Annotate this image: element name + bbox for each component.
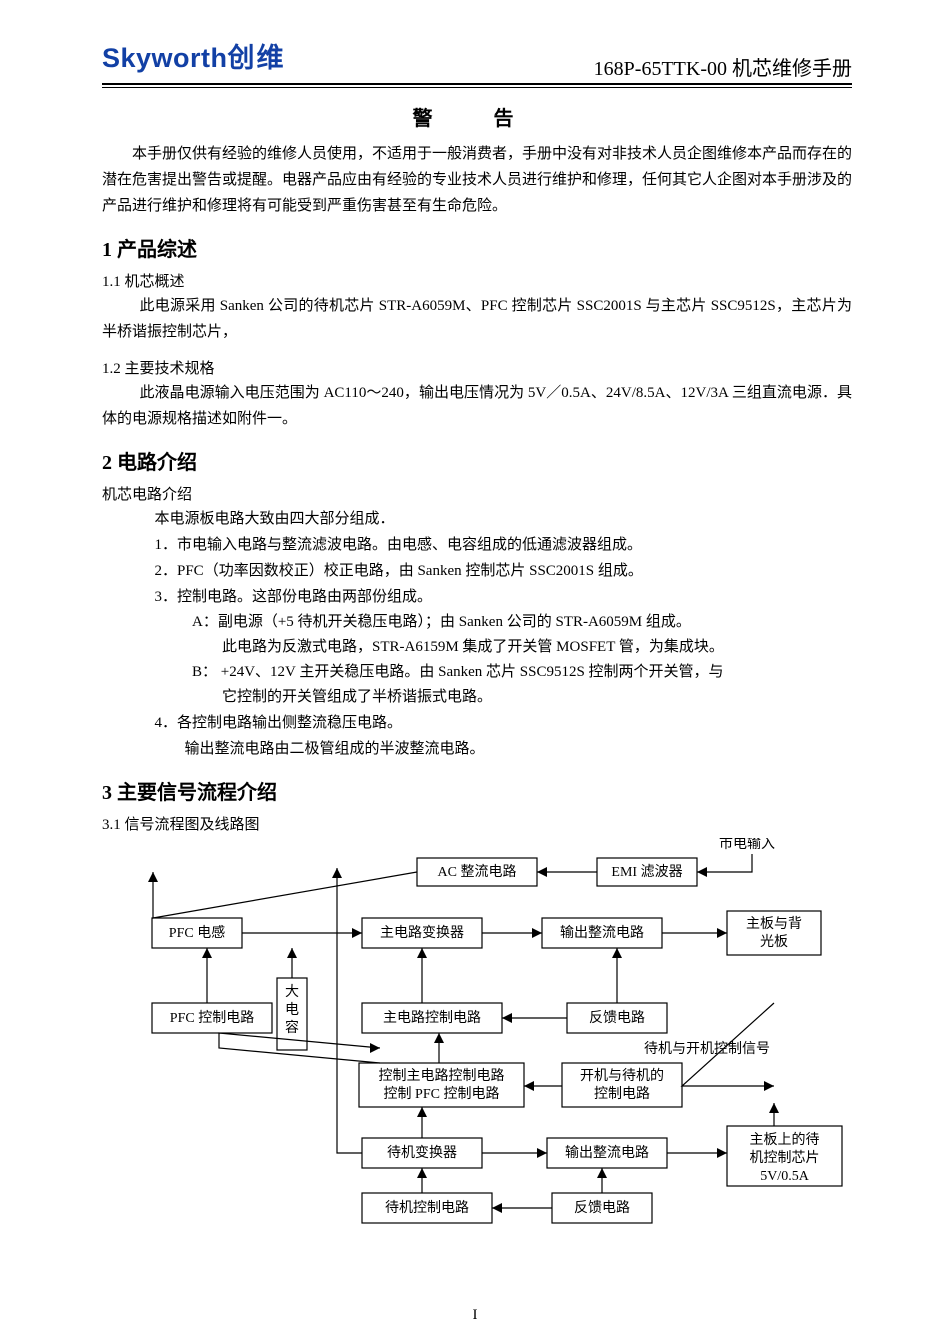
s2-item-1: 1．市电输入电路与整流滤波电路。由电感、电容组成的低通滤波器组成。 (102, 532, 852, 558)
svg-text:容: 容 (285, 1019, 299, 1036)
svg-text:输出整流电路: 输出整流电路 (565, 1145, 649, 1161)
svg-text:待机控制电路: 待机控制电路 (385, 1200, 469, 1216)
brand-logo: Skyworth创维 (102, 36, 286, 75)
logo-zh: 创维 (228, 43, 286, 73)
section-1-2-p: 此液晶电源输入电压范围为 AC110～240，输出电压情况为 5V／0.5A、2… (102, 380, 852, 432)
svg-text:PFC 电感: PFC 电感 (169, 924, 225, 941)
svg-text:主板上的待: 主板上的待 (750, 1132, 820, 1148)
section-2-sub: 机芯电路介绍 (102, 483, 852, 504)
s2-item-4b: 输出整流电路由二极管组成的半波整流电路。 (102, 736, 852, 762)
header-rule-2 (102, 87, 852, 88)
svg-text:光板: 光板 (760, 934, 788, 950)
s2-3b-2: 它控制的开关管组成了半桥谐振式电路。 (102, 685, 852, 710)
logo-en: Skyworth (102, 43, 228, 73)
section-1-1-p: 此电源采用 Sanken 公司的待机芯片 STR-A6059M、PFC 控制芯片… (102, 293, 852, 345)
warning-text: 本手册仅供有经验的维修人员使用，不适用于一般消费者，手册中没有对非技术人员企图维… (102, 141, 852, 219)
s2-item-4: 4．各控制电路输出侧整流稳压电路。 (102, 710, 852, 736)
svg-text:主电路控制电路: 主电路控制电路 (383, 1010, 481, 1026)
section-2-intro: 本电源板电路大致由四大部分组成． (102, 506, 852, 532)
section-1-1-h: 1.1 机芯概述 (102, 270, 852, 291)
section-1-title: 1 产品综述 (102, 233, 852, 262)
svg-text:EMI 滤波器: EMI 滤波器 (611, 864, 682, 880)
svg-text:开机与待机的: 开机与待机的 (580, 1068, 664, 1084)
header-rule-1 (102, 83, 852, 85)
svg-text:反馈电路: 反馈电路 (574, 1200, 630, 1216)
svg-text:输出整流电路: 输出整流电路 (560, 925, 644, 941)
svg-text:反馈电路: 反馈电路 (589, 1010, 645, 1026)
warning-heading: 警 告 (102, 102, 852, 131)
svg-text:市电输入: 市电输入 (719, 838, 775, 852)
s2-item-2: 2．PFC（功率因数校正）校正电路，由 Sanken 控制芯片 SSC2001S… (102, 558, 852, 584)
s2-3a-1: A：副电源（+5 待机开关稳压电路）；由 Sanken 公司的 STR-A605… (102, 610, 852, 635)
page-number: I (0, 1307, 950, 1324)
svg-text:5V/0.5A: 5V/0.5A (760, 1169, 810, 1184)
s2-3b-1: B： +24V、12V 主开关稳压电路。由 Sanken 芯片 SSC9512S… (102, 660, 852, 685)
svg-text:控制 PFC 控制电路: 控制 PFC 控制电路 (384, 1086, 500, 1102)
svg-text:待机与开机控制信号: 待机与开机控制信号 (644, 1041, 770, 1057)
svg-text:控制主电路控制电路: 控制主电路控制电路 (379, 1068, 505, 1084)
section-2-title: 2 电路介绍 (102, 446, 852, 475)
svg-text:待机变换器: 待机变换器 (387, 1144, 457, 1161)
s2-item-3: 3．控制电路。这部份电路由两部份组成。 (102, 584, 852, 610)
signal-flow-diagram: AC 整流电路EMI 滤波器市电输入PFC 电感主电路变换器输出整流电路主板与背… (97, 838, 857, 1233)
section-3-title: 3 主要信号流程介绍 (102, 776, 852, 805)
svg-text:主板与背: 主板与背 (746, 916, 802, 932)
section-1-2-h: 1.2 主要技术规格 (102, 357, 852, 378)
svg-text:电: 电 (285, 1002, 299, 1018)
section-3-1-h: 3.1 信号流程图及线路图 (102, 813, 852, 834)
svg-text:PFC 控制电路: PFC 控制电路 (170, 1010, 254, 1026)
doc-title: 168P-65TTK-00 机芯维修手册 (594, 52, 852, 81)
s2-3a-2: 此电路为反激式电路，STR-A6159M 集成了开关管 MOSFET 管，为集成… (102, 635, 852, 660)
svg-text:主电路变换器: 主电路变换器 (380, 924, 464, 941)
svg-text:机控制芯片: 机控制芯片 (750, 1150, 820, 1166)
svg-text:控制电路: 控制电路 (594, 1086, 650, 1102)
document-body: 警 告 本手册仅供有经验的维修人员使用，不适用于一般消费者，手册中没有对非技术人… (102, 98, 852, 836)
svg-text:大: 大 (285, 984, 299, 1000)
svg-text:AC 整流电路: AC 整流电路 (438, 864, 517, 880)
